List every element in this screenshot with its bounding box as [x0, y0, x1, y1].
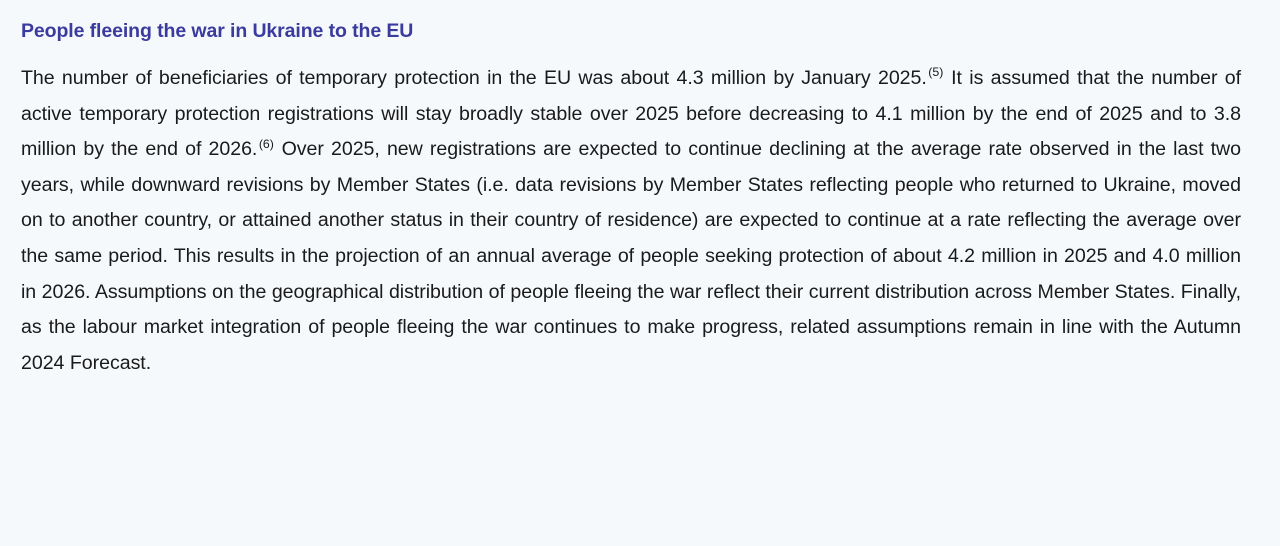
footnote-reference[interactable]: (6): [258, 136, 274, 151]
body-paragraph: The number of beneficiaries of temporary…: [21, 65, 1241, 374]
text-column: People fleeing the war in Ukraine to the…: [21, 0, 1241, 381]
section-heading: People fleeing the war in Ukraine to the…: [21, 20, 414, 42]
footnote-reference[interactable]: (5): [928, 65, 944, 80]
